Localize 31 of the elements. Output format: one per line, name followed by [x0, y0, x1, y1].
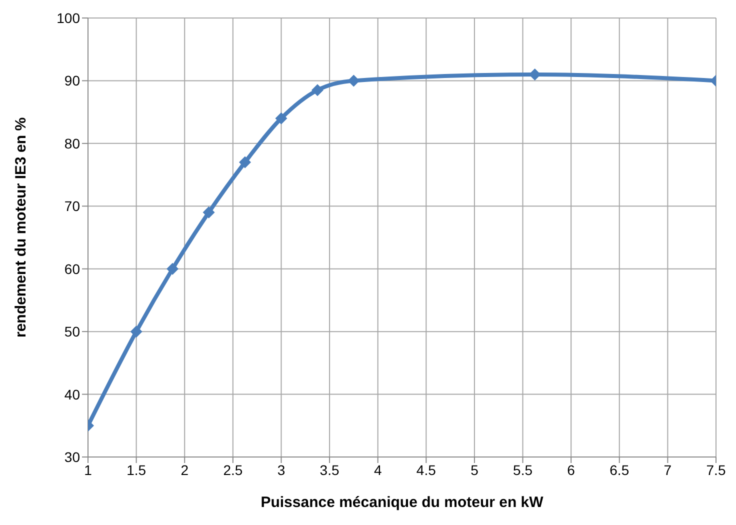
point	[348, 74, 360, 87]
point	[239, 156, 251, 168]
x-tick-label: 2	[180, 462, 189, 478]
x-tick-label: 2.5	[223, 462, 243, 478]
x-tick-label: 5	[470, 462, 479, 478]
point	[202, 206, 215, 218]
x-tick-label: 4	[374, 462, 382, 478]
x-tick-label: 5.5	[513, 462, 533, 478]
x-tick-label: 6	[567, 462, 576, 478]
x-tick-label: 6.5	[610, 462, 630, 478]
y-tick-label: 30	[64, 448, 80, 465]
point	[166, 262, 179, 275]
x-tick-label: 7	[664, 462, 672, 478]
y-tick-label: 50	[64, 324, 80, 340]
y-tick-label: 90	[64, 72, 80, 89]
y-tick-label: 60	[64, 260, 80, 277]
point	[130, 326, 142, 338]
x-tick-label: 3	[277, 462, 286, 478]
x-tick-label: 7.5	[706, 462, 726, 478]
x-tick-label: 1	[84, 462, 92, 478]
y-axis-title: rendement du moteur IE3 en %	[12, 117, 30, 338]
x-tick-label: 4.5	[416, 462, 436, 478]
x-axis-title: Puissance mécanique du moteur en kW	[260, 494, 544, 511]
y-tick-label: 70	[64, 198, 80, 214]
point	[311, 84, 324, 96]
y-tick-label: 80	[64, 135, 80, 152]
y-tick-label: 100	[56, 10, 80, 26]
point	[275, 112, 288, 124]
x-tick-label: 1.5	[126, 462, 146, 478]
y-tick-label: 40	[64, 386, 80, 402]
x-tick-label: 3.5	[320, 462, 340, 478]
